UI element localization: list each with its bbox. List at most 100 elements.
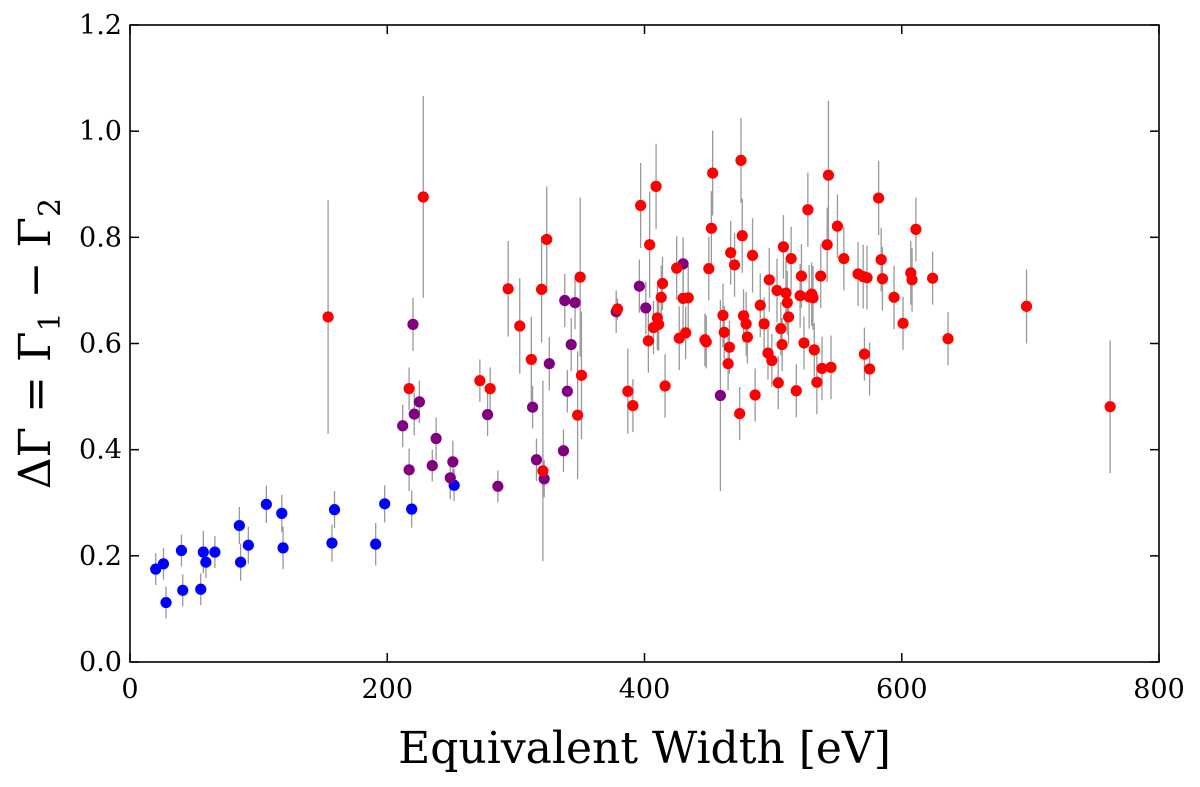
point-red-58 — [775, 323, 787, 335]
point-red-47 — [740, 318, 752, 330]
point-purple-15 — [557, 445, 570, 457]
x-axis-label: Equivalent Width [eV] — [398, 723, 891, 774]
point-red-81 — [838, 252, 850, 265]
point-red-57 — [772, 377, 784, 389]
y-tick-label: 0.0 — [79, 647, 122, 678]
point-red-77 — [821, 239, 833, 251]
point-red-74 — [811, 376, 823, 388]
y-tick-label: 1.2 — [79, 10, 122, 41]
point-blue-12 — [260, 498, 272, 510]
point-red-40 — [723, 341, 735, 353]
y-axis-label-main: ΔΓ = Γ — [10, 331, 61, 489]
point-red-37 — [717, 309, 729, 321]
x-tick-label: 800 — [1133, 674, 1185, 705]
point-blue-5 — [195, 583, 207, 595]
point-red-31 — [682, 292, 694, 304]
point-blue-2 — [160, 596, 172, 609]
point-red-48 — [741, 331, 754, 343]
point-red-19 — [644, 239, 656, 251]
point-red-94 — [910, 223, 922, 235]
x-tick-label: 400 — [619, 674, 671, 705]
point-blue-8 — [209, 546, 221, 558]
point-red-87 — [872, 192, 885, 204]
point-red-78 — [822, 169, 835, 181]
point-red-45 — [736, 230, 748, 242]
point-red-30 — [680, 327, 692, 339]
point-red-63 — [782, 311, 795, 323]
point-red-73 — [808, 344, 820, 356]
point-red-16 — [627, 400, 639, 412]
point-red-3 — [474, 375, 486, 387]
point-red-84 — [858, 348, 871, 360]
point-red-4 — [484, 383, 496, 395]
y-axis-label-sub1: 1 — [33, 312, 68, 331]
point-red-95 — [927, 272, 939, 284]
point-red-6 — [514, 320, 526, 332]
point-blue-13 — [276, 507, 288, 519]
point-red-17 — [635, 199, 647, 212]
point-red-43 — [734, 407, 746, 420]
point-purple-10 — [492, 480, 504, 492]
point-red-50 — [749, 389, 761, 401]
point-red-72 — [807, 292, 819, 304]
point-red-69 — [802, 204, 814, 216]
point-red-90 — [888, 291, 900, 303]
point-red-62 — [781, 297, 793, 309]
point-red-49 — [746, 249, 759, 261]
y-tick-label: 0.4 — [79, 435, 122, 466]
point-red-52 — [758, 318, 770, 330]
point-blue-19 — [406, 503, 418, 515]
point-red-13 — [575, 369, 588, 381]
point-red-96 — [942, 333, 954, 345]
point-red-9 — [537, 465, 549, 477]
point-purple-18 — [565, 338, 577, 351]
point-blue-4 — [177, 584, 189, 596]
point-red-44 — [735, 154, 747, 166]
point-red-15 — [622, 385, 634, 397]
point-blue-14 — [277, 542, 289, 554]
point-red-61 — [780, 287, 792, 299]
point-red-7 — [525, 353, 537, 366]
point-red-79 — [825, 361, 837, 373]
point-purple-16 — [559, 294, 571, 307]
point-blue-18 — [379, 498, 391, 510]
point-purple-1 — [403, 464, 415, 476]
point-purple-17 — [561, 385, 573, 397]
point-red-1 — [403, 383, 415, 395]
x-tick-label: 200 — [361, 674, 413, 705]
y-axis-label-mid: − Γ — [10, 217, 61, 312]
point-purple-21 — [633, 280, 645, 292]
point-purple-6 — [430, 432, 442, 445]
point-blue-11 — [242, 539, 254, 551]
point-purple-24 — [714, 389, 726, 402]
point-red-38 — [718, 326, 730, 338]
point-red-93 — [906, 274, 918, 286]
point-purple-7 — [444, 472, 456, 484]
point-blue-3 — [175, 544, 188, 557]
point-purple-0 — [397, 420, 409, 432]
point-blue-9 — [233, 519, 245, 532]
point-red-67 — [795, 270, 808, 282]
point-red-2 — [417, 191, 429, 203]
y-tick-label: 0.8 — [79, 222, 122, 253]
point-red-12 — [574, 271, 586, 283]
point-purple-3 — [408, 408, 420, 420]
point-purple-22 — [640, 302, 652, 314]
point-purple-9 — [481, 409, 494, 421]
point-blue-10 — [235, 556, 247, 568]
y-tick-label: 0.2 — [79, 541, 122, 572]
point-purple-14 — [543, 358, 555, 370]
point-red-0 — [322, 311, 334, 323]
point-red-85 — [861, 272, 873, 284]
point-red-56 — [771, 284, 783, 297]
point-red-91 — [897, 317, 909, 329]
point-red-51 — [754, 299, 766, 311]
tick-label-layer: 0 200 400 600 800 0.0 0.2 0.4 0.6 0.8 1.0 1.2 — [79, 10, 1185, 705]
point-blue-16 — [328, 504, 341, 516]
point-red-98 — [1104, 401, 1116, 413]
point-red-80 — [831, 220, 844, 232]
point-red-64 — [785, 252, 797, 265]
point-red-5 — [502, 283, 514, 295]
